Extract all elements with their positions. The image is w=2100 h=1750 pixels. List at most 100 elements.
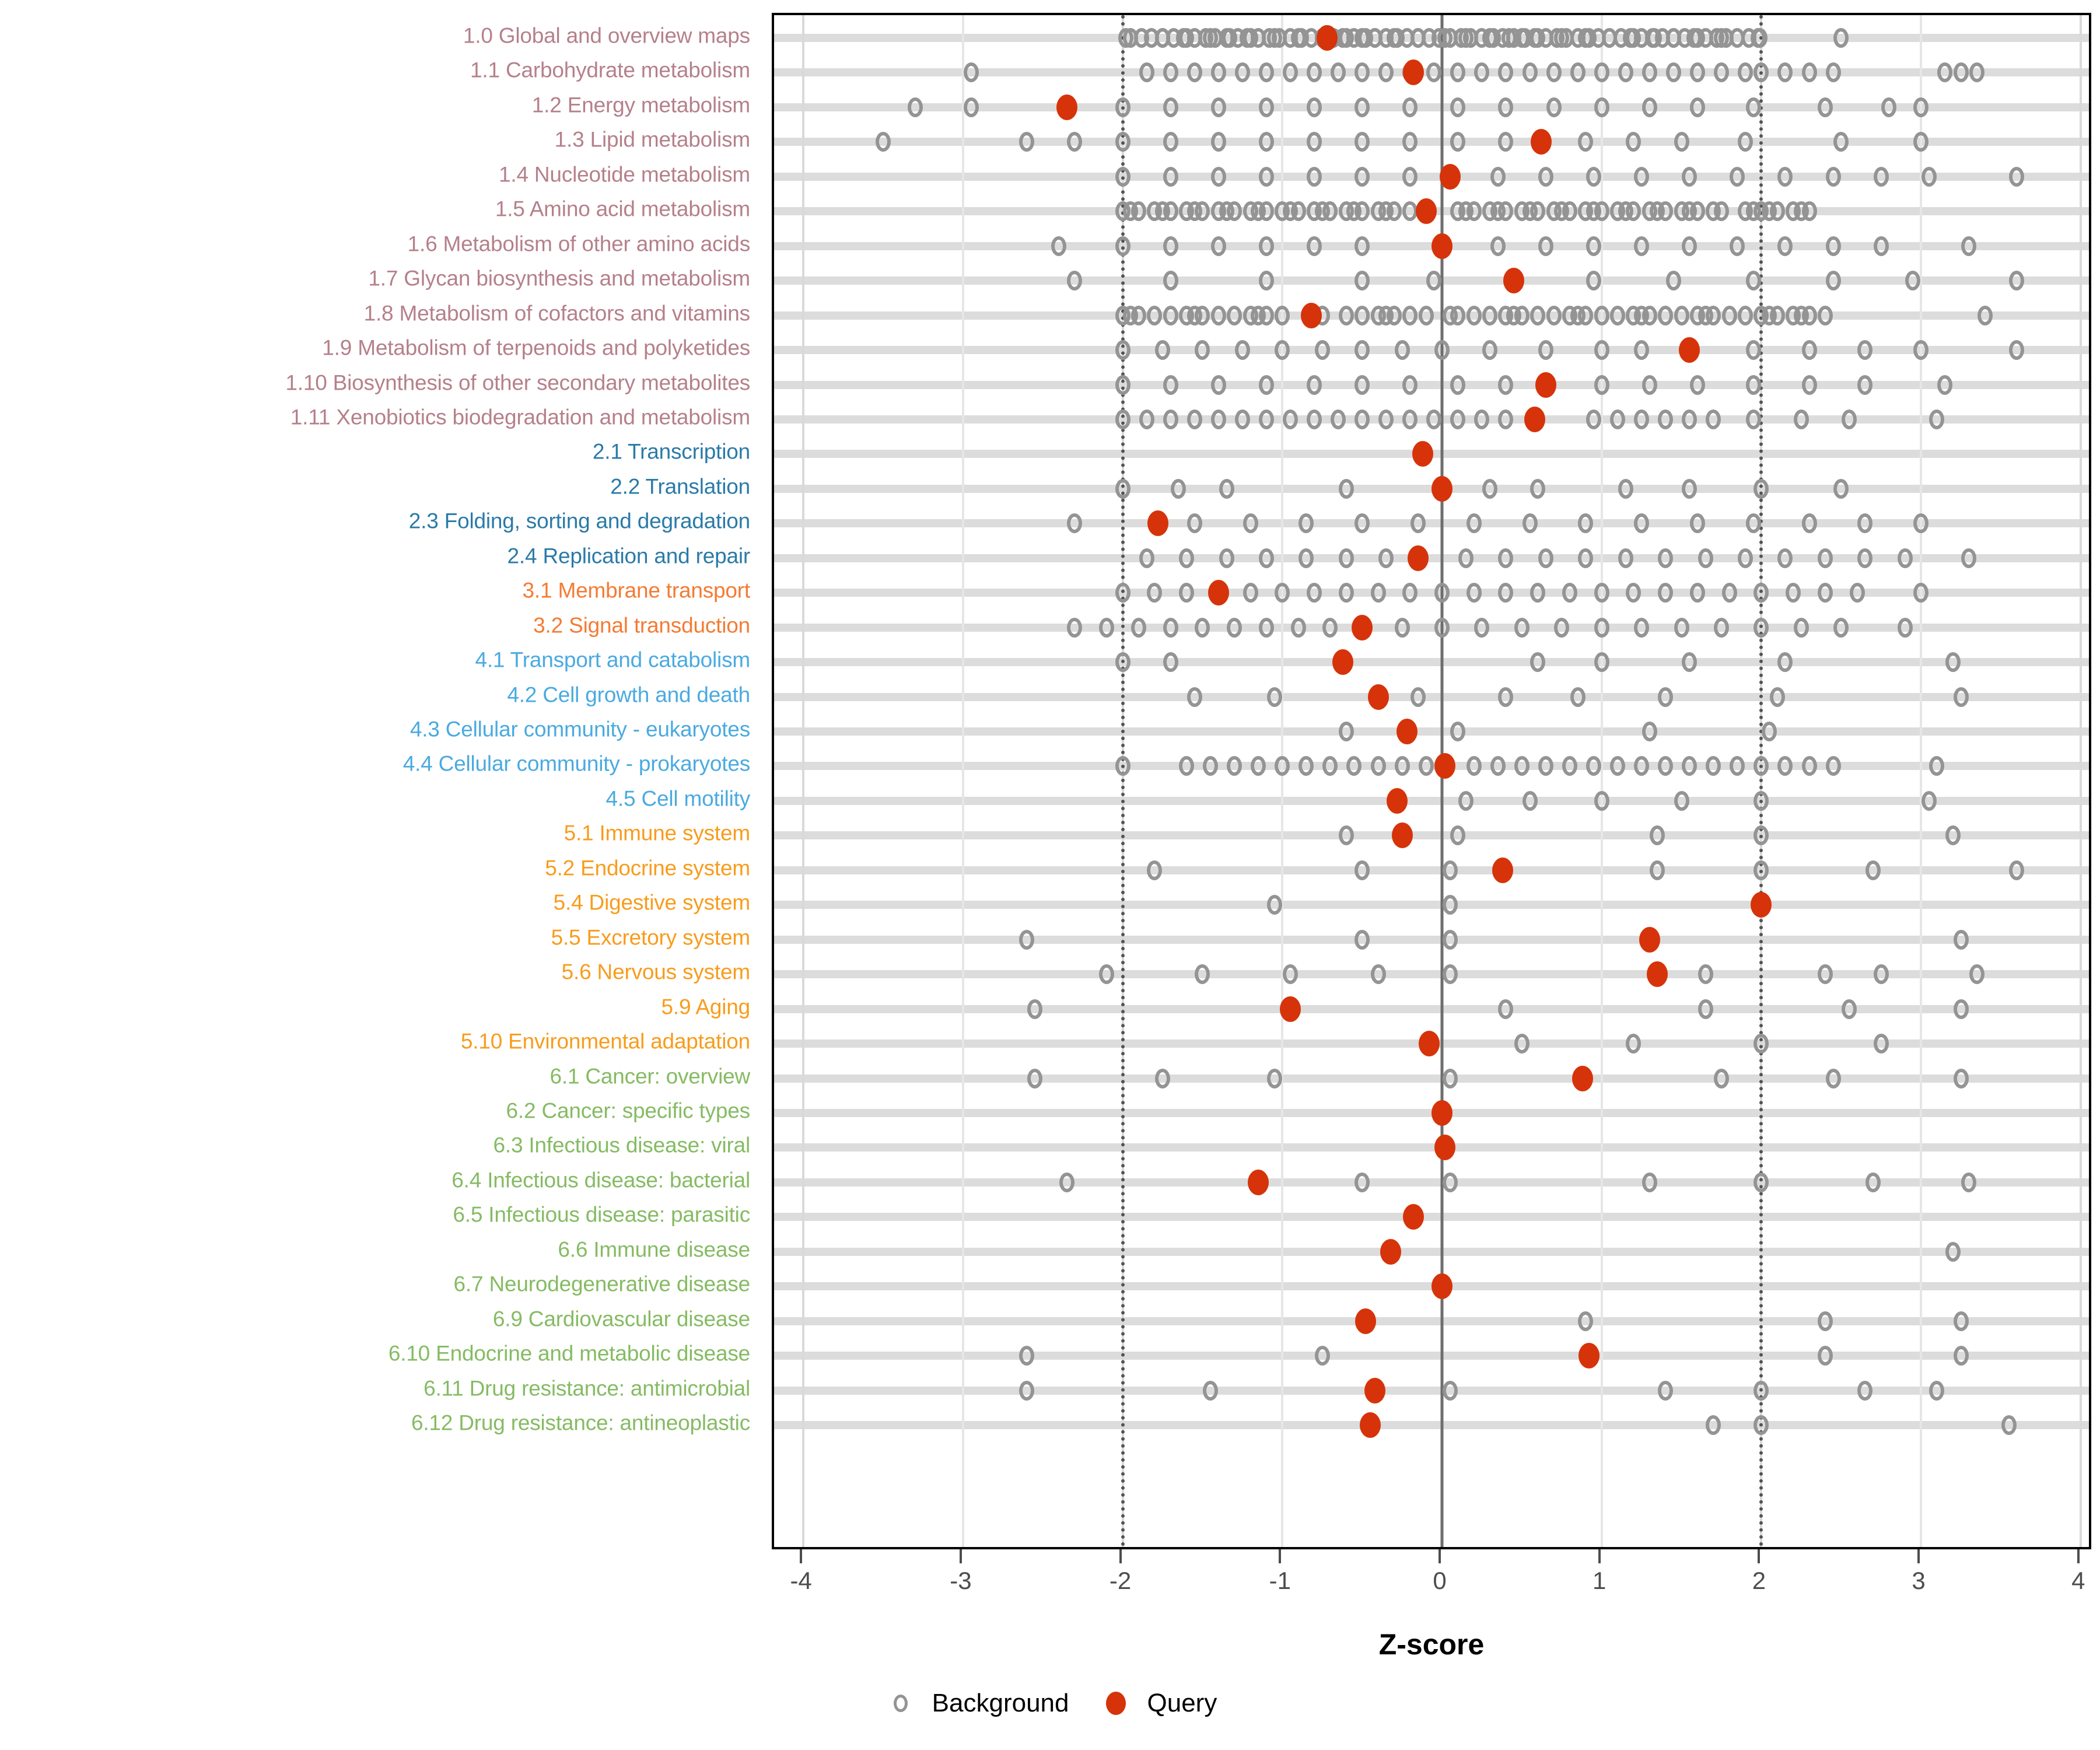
background-point bbox=[1402, 305, 1418, 326]
background-point bbox=[1275, 756, 1290, 776]
row-gridline bbox=[774, 658, 2089, 667]
query-point[interactable] bbox=[1387, 788, 1408, 814]
background-point bbox=[1498, 999, 1514, 1019]
background-point bbox=[1290, 28, 1306, 48]
background-point bbox=[1586, 409, 1601, 429]
query-point[interactable] bbox=[1434, 753, 1456, 779]
query-point[interactable] bbox=[1647, 961, 1668, 988]
query-point[interactable] bbox=[1396, 719, 1418, 744]
background-point bbox=[1222, 28, 1237, 48]
query-point[interactable] bbox=[1578, 1343, 1600, 1369]
query-point[interactable] bbox=[1359, 1412, 1381, 1438]
query-point[interactable] bbox=[1056, 94, 1077, 120]
background-point bbox=[1754, 1415, 1769, 1435]
query-point[interactable] bbox=[1415, 198, 1437, 225]
query-point[interactable] bbox=[1402, 60, 1424, 86]
legend-item-query[interactable]: Query bbox=[1098, 1686, 1217, 1721]
background-point bbox=[1346, 756, 1362, 776]
background-point bbox=[1586, 756, 1601, 776]
background-point bbox=[1210, 305, 1226, 326]
background-point bbox=[1210, 166, 1226, 187]
background-point bbox=[1745, 409, 1761, 429]
query-point[interactable] bbox=[1432, 475, 1452, 502]
background-point bbox=[1210, 409, 1226, 429]
background-point bbox=[1658, 583, 1674, 603]
background-point bbox=[1163, 62, 1178, 83]
background-point bbox=[1801, 62, 1817, 83]
query-point[interactable] bbox=[1535, 372, 1556, 398]
background-point bbox=[1275, 583, 1290, 603]
background-point bbox=[1242, 583, 1258, 603]
background-point bbox=[1275, 305, 1290, 326]
query-point[interactable] bbox=[1367, 684, 1389, 710]
query-point[interactable] bbox=[1391, 822, 1413, 849]
background-point bbox=[1227, 305, 1242, 326]
background-point bbox=[1474, 62, 1490, 83]
query-point[interactable] bbox=[1352, 614, 1373, 640]
query-point[interactable] bbox=[1147, 510, 1168, 537]
legend-item-background[interactable]: Background bbox=[883, 1686, 1069, 1721]
query-point[interactable] bbox=[1679, 337, 1700, 363]
query-point[interactable] bbox=[1419, 1031, 1440, 1057]
x-tick-label: 1 bbox=[1592, 1567, 1606, 1594]
query-point[interactable] bbox=[1439, 163, 1461, 190]
query-point[interactable] bbox=[1572, 1065, 1593, 1091]
background-point bbox=[1754, 790, 1769, 811]
background-point bbox=[1793, 305, 1809, 326]
query-point[interactable] bbox=[1208, 580, 1229, 606]
query-point[interactable] bbox=[1639, 926, 1660, 953]
query-point[interactable] bbox=[1248, 1169, 1269, 1195]
background-point bbox=[1682, 478, 1698, 499]
background-point bbox=[1530, 652, 1546, 673]
query-point[interactable] bbox=[1412, 441, 1434, 467]
query-point[interactable] bbox=[1751, 892, 1772, 918]
query-point[interactable] bbox=[1434, 1135, 1456, 1161]
background-point bbox=[1282, 409, 1298, 429]
query-point[interactable] bbox=[1279, 996, 1301, 1022]
query-point[interactable] bbox=[1316, 25, 1338, 51]
query-point[interactable] bbox=[1300, 302, 1322, 328]
background-point bbox=[2009, 271, 2025, 291]
row-gridline bbox=[774, 727, 2089, 736]
category-label: 6.5 Infectious disease: parasitic bbox=[453, 1202, 750, 1227]
background-point bbox=[1538, 756, 1553, 776]
query-point[interactable] bbox=[1432, 1100, 1452, 1126]
background-point bbox=[1522, 201, 1538, 222]
background-point bbox=[1458, 201, 1474, 222]
query-point[interactable] bbox=[1380, 1238, 1402, 1265]
background-point bbox=[907, 97, 923, 117]
query-point[interactable] bbox=[1354, 1308, 1376, 1334]
query-point[interactable] bbox=[1402, 1204, 1424, 1230]
background-point bbox=[1354, 236, 1370, 256]
category-label: 6.12 Drug resistance: antineoplastic bbox=[411, 1410, 750, 1435]
category-label: 6.7 Neurodegenerative disease bbox=[453, 1272, 751, 1296]
category-label: 4.2 Cell growth and death bbox=[507, 682, 750, 707]
background-point bbox=[1179, 28, 1195, 48]
query-point[interactable] bbox=[1432, 233, 1452, 259]
query-point[interactable] bbox=[1492, 857, 1513, 883]
background-point bbox=[1354, 1172, 1370, 1192]
query-point[interactable] bbox=[1407, 545, 1429, 571]
query-point[interactable] bbox=[1364, 1377, 1386, 1404]
query-point[interactable] bbox=[1530, 129, 1552, 155]
category-label: 1.10 Biosynthesis of other secondary met… bbox=[285, 370, 750, 394]
query-point[interactable] bbox=[1503, 268, 1525, 294]
background-point bbox=[1897, 617, 1913, 638]
background-point bbox=[1777, 548, 1793, 568]
background-point bbox=[1258, 617, 1274, 638]
background-point bbox=[1706, 1415, 1721, 1435]
x-tick-mark bbox=[1279, 1549, 1282, 1563]
background-point bbox=[1825, 756, 1841, 776]
significance-cutoff-line bbox=[1759, 15, 1763, 1547]
query-marker-icon bbox=[1098, 1686, 1133, 1721]
background-point bbox=[1171, 478, 1186, 499]
query-point[interactable] bbox=[1332, 649, 1354, 676]
background-point bbox=[1594, 374, 1609, 395]
background-point bbox=[1546, 97, 1562, 117]
background-point bbox=[1578, 28, 1594, 48]
query-point[interactable] bbox=[1524, 406, 1545, 432]
background-point bbox=[1570, 305, 1586, 326]
background-point bbox=[1115, 756, 1130, 776]
query-point[interactable] bbox=[1432, 1273, 1452, 1300]
